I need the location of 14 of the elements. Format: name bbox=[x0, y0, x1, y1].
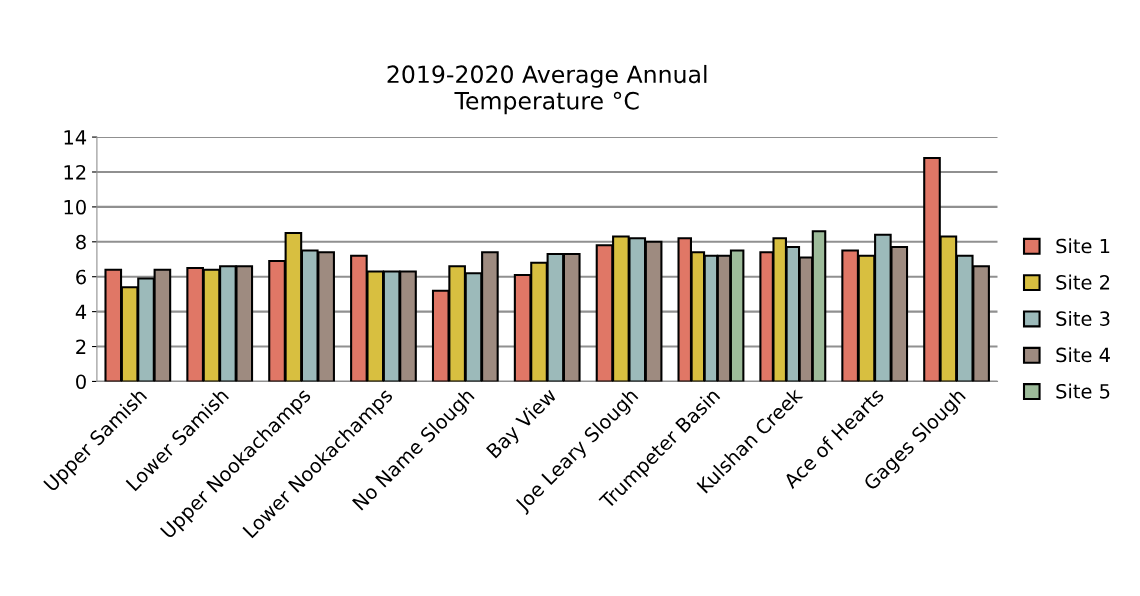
y-tick-label: 14 bbox=[64, 130, 87, 145]
legend-label: Site 1 bbox=[1056, 238, 1110, 254]
chart-title: 2019-2020 Average Annual Temperature °C bbox=[387, 64, 707, 115]
y-tick-label: 10 bbox=[64, 199, 86, 215]
y-tick-label: 8 bbox=[76, 234, 86, 250]
legend-label: Site 5 bbox=[1056, 383, 1110, 399]
legend-label: Site 2 bbox=[1056, 274, 1110, 290]
y-tick-label: 4 bbox=[75, 304, 87, 320]
legend-label: Site 4 bbox=[1056, 347, 1110, 363]
legend-label: Site 3 bbox=[1056, 310, 1110, 326]
y-tick-label: 0 bbox=[76, 374, 86, 390]
y-tick-label: 12 bbox=[64, 164, 86, 180]
y-tick-label: 6 bbox=[76, 269, 86, 285]
y-tick-label: 2 bbox=[76, 339, 86, 354]
